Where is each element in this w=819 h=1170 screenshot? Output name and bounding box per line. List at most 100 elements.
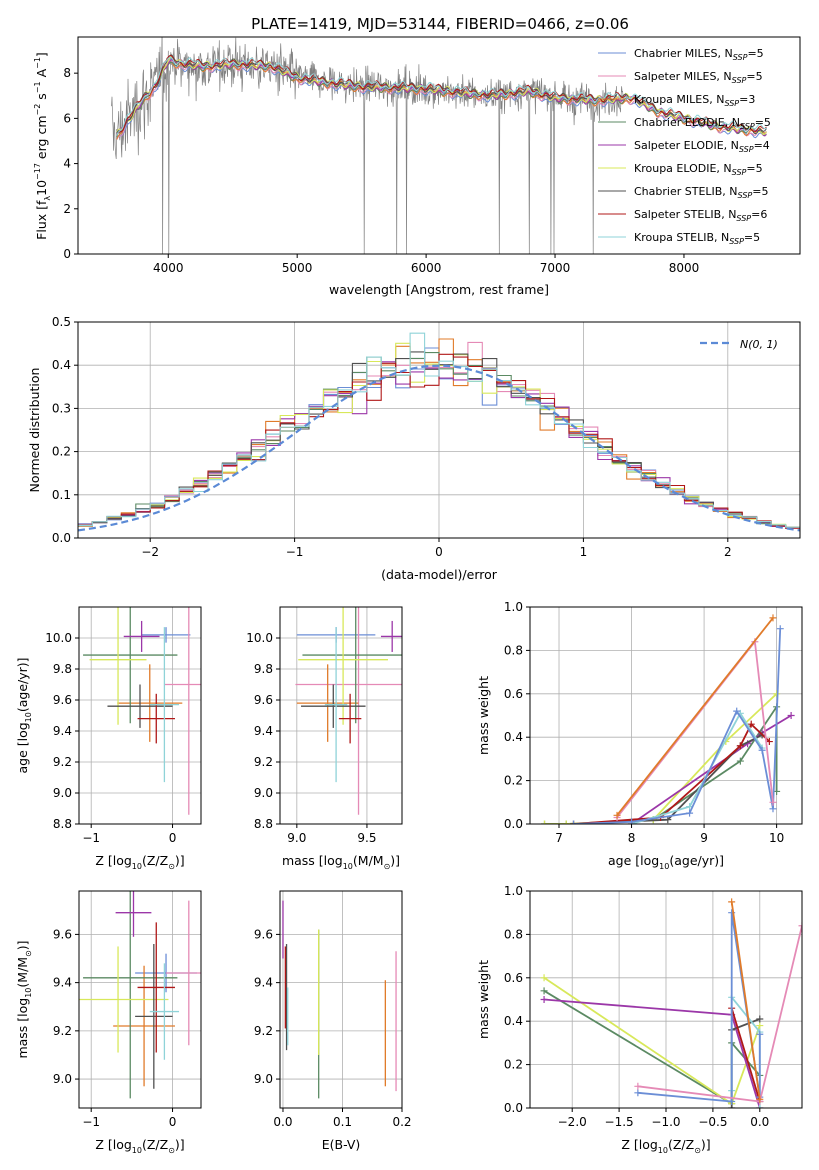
weight-line-kroupa-stelib (631, 711, 763, 824)
y-tick-label: 0.5 (52, 315, 71, 329)
x-tick-label: −2.0 (558, 1115, 587, 1129)
axes-frame (279, 606, 403, 825)
x-tick-label: 0 (169, 1115, 177, 1129)
y-tick-label: 4 (63, 157, 71, 171)
weight-marker-chabrier-miles (628, 818, 636, 824)
weight-marker-kroupa-miles (728, 898, 736, 906)
legend-label-salpeter-miles: Salpeter MILES, NSSP=5 (634, 70, 763, 85)
label-part: ⊙ (168, 862, 175, 871)
label-part: (Z/Z (142, 853, 168, 868)
weight-line-kroupa-miles (730, 901, 761, 1100)
x-tick-label: 5000 (282, 261, 313, 275)
model-spectrum-salpeter-miles (116, 59, 767, 140)
label-part: 10 (659, 862, 669, 871)
label-part: )] (175, 853, 185, 868)
x-tick-label: 9 (700, 831, 708, 845)
weight-marker-salpeter-miles (634, 1082, 642, 1090)
y-tick-label: 9.2 (254, 755, 273, 769)
x-tick-label: −2 (141, 545, 159, 559)
weight-marker-chabrier-miles (634, 1089, 642, 1097)
plot-age_vs_mass: 9.0 9.5 8.8 9.0 9.2 9.4 9.6 9.8 10.0 (246, 606, 403, 845)
y-tick-label: 1.0 (504, 600, 523, 614)
x-axis-label: E(B-V) (322, 1137, 361, 1152)
label-part: mass [log (282, 853, 343, 868)
weight-marker-kroupa-miles (613, 811, 621, 819)
label-part: (M/M (353, 853, 384, 868)
weight-marker-salpeter-stelib (747, 720, 755, 728)
weight-line-salpeter-elodie (544, 998, 761, 1108)
weight-line-kroupa-miles (616, 617, 774, 816)
x-tick-label: 0 (169, 831, 177, 845)
plot-area (79, 891, 201, 1099)
label-part: Kroupa ELODIE, N (634, 162, 732, 175)
model-spectrum-kroupa-stelib (116, 56, 767, 136)
label-part: (M/M (15, 957, 30, 988)
label-part: ⊙ (694, 1146, 701, 1155)
y-tick-label: 8.8 (53, 817, 72, 831)
legend-label-salpeter-elodie: Salpeter ELODIE, NSSP=4 (634, 139, 770, 154)
x-axis-label: Z [log10(Z/Z⊙)] (95, 1137, 184, 1155)
legend-label-kroupa-elodie: Kroupa ELODIE, NSSP=5 (634, 162, 763, 177)
plot-mass_vs_Z: −1 0 9.0 9.2 9.4 9.6 (53, 890, 202, 1129)
label-part: erg cm (34, 116, 49, 164)
label-part: Salpeter ELODIE, N (634, 139, 739, 152)
label-part: Salpeter MILES, N (634, 70, 732, 83)
plot-area (78, 332, 800, 532)
label-part: Kroupa STELIB, N (634, 231, 729, 244)
label-part: =5 (747, 47, 763, 60)
x-tick-label: 9.5 (357, 831, 376, 845)
x-axis-label: wavelength [Angstrom, rest frame] (329, 282, 549, 297)
weight-marker-kroupa-stelib (756, 1104, 764, 1108)
y-tick-label: 9.2 (53, 755, 72, 769)
label-part: (age/yr)] (15, 657, 30, 712)
weight-marker-chabrier-stelib (664, 816, 672, 824)
legend-label-chabrier-stelib: Chabrier STELIB, NSSP=5 (634, 185, 768, 200)
x-axis-label: (data-model)/error (381, 567, 498, 582)
x-tick-label: 9.0 (287, 831, 306, 845)
label-part: =5 (744, 231, 760, 244)
legend-label-chabrier-elodie: Chabrier ELODIE, NSSP=5 (634, 116, 771, 131)
legend-label-kroupa-miles: Kroupa MILES, NSSP=3 (634, 93, 755, 108)
y-tick-label: 9.0 (53, 786, 72, 800)
weight-marker-chabrier-miles (570, 820, 578, 824)
label-part: SSP (740, 122, 755, 131)
y-axis-label: age [log10(age/yr)] (15, 657, 33, 773)
x-tick-label: 8000 (669, 261, 700, 275)
plot-area (83, 607, 201, 815)
x-tick-label: 0.0 (273, 1115, 292, 1129)
y-tick-label: 0.4 (52, 358, 71, 372)
weight-marker-chabrier-stelib (756, 1015, 764, 1023)
y-axis-label: Flux [fλ10−17 erg cm−2 s−1 A−1] (33, 52, 52, 240)
weight-marker-chabrier-miles (728, 1097, 736, 1105)
x-tick-label: 10 (769, 831, 784, 845)
y-tick-label: 9.4 (53, 976, 72, 990)
plot-spectrum: 4000 5000 6000 7000 8000 0 2 4 6 8 (63, 36, 801, 275)
y-tick-label: 8 (63, 66, 71, 80)
weight-marker-chabrier-miles (776, 625, 784, 633)
weight-marker-salpeter-elodie (787, 712, 795, 719)
axes-frame (78, 606, 202, 825)
plot-area (541, 614, 795, 824)
y-tick-label: 2 (63, 202, 71, 216)
label-part: =5 (746, 70, 762, 83)
x-tick-label: −1.0 (651, 1115, 680, 1129)
label-part: )] (175, 1137, 185, 1152)
x-tick-label: −0.5 (698, 1115, 727, 1129)
x-tick-label: −1 (82, 831, 100, 845)
axes-frame (279, 890, 403, 1109)
label-part: A (34, 68, 49, 81)
weight-marker-salpeter-stelib (736, 742, 744, 750)
y-tick-label: 0.2 (504, 1058, 523, 1072)
label-part: Z [log (95, 1137, 131, 1152)
label-part: =5 (755, 116, 771, 129)
histogram-salpeter-stelib (78, 353, 800, 529)
weight-marker-chabrier-miles (686, 809, 694, 817)
label-part: age [log (608, 853, 659, 868)
weight-marker-chabrier-miles (756, 1030, 764, 1038)
x-tick-label: −1 (82, 1115, 100, 1129)
x-axis-label: mass [log10(M/M⊙)] (282, 853, 400, 871)
label-part: )] (390, 853, 400, 868)
legend-label-salpeter-stelib: Salpeter STELIB, NSSP=6 (634, 208, 767, 223)
y-tick-label: 10.0 (246, 631, 273, 645)
figure-title: PLATE=1419, MJD=53144, FIBERID=0466, z=0… (251, 15, 629, 33)
